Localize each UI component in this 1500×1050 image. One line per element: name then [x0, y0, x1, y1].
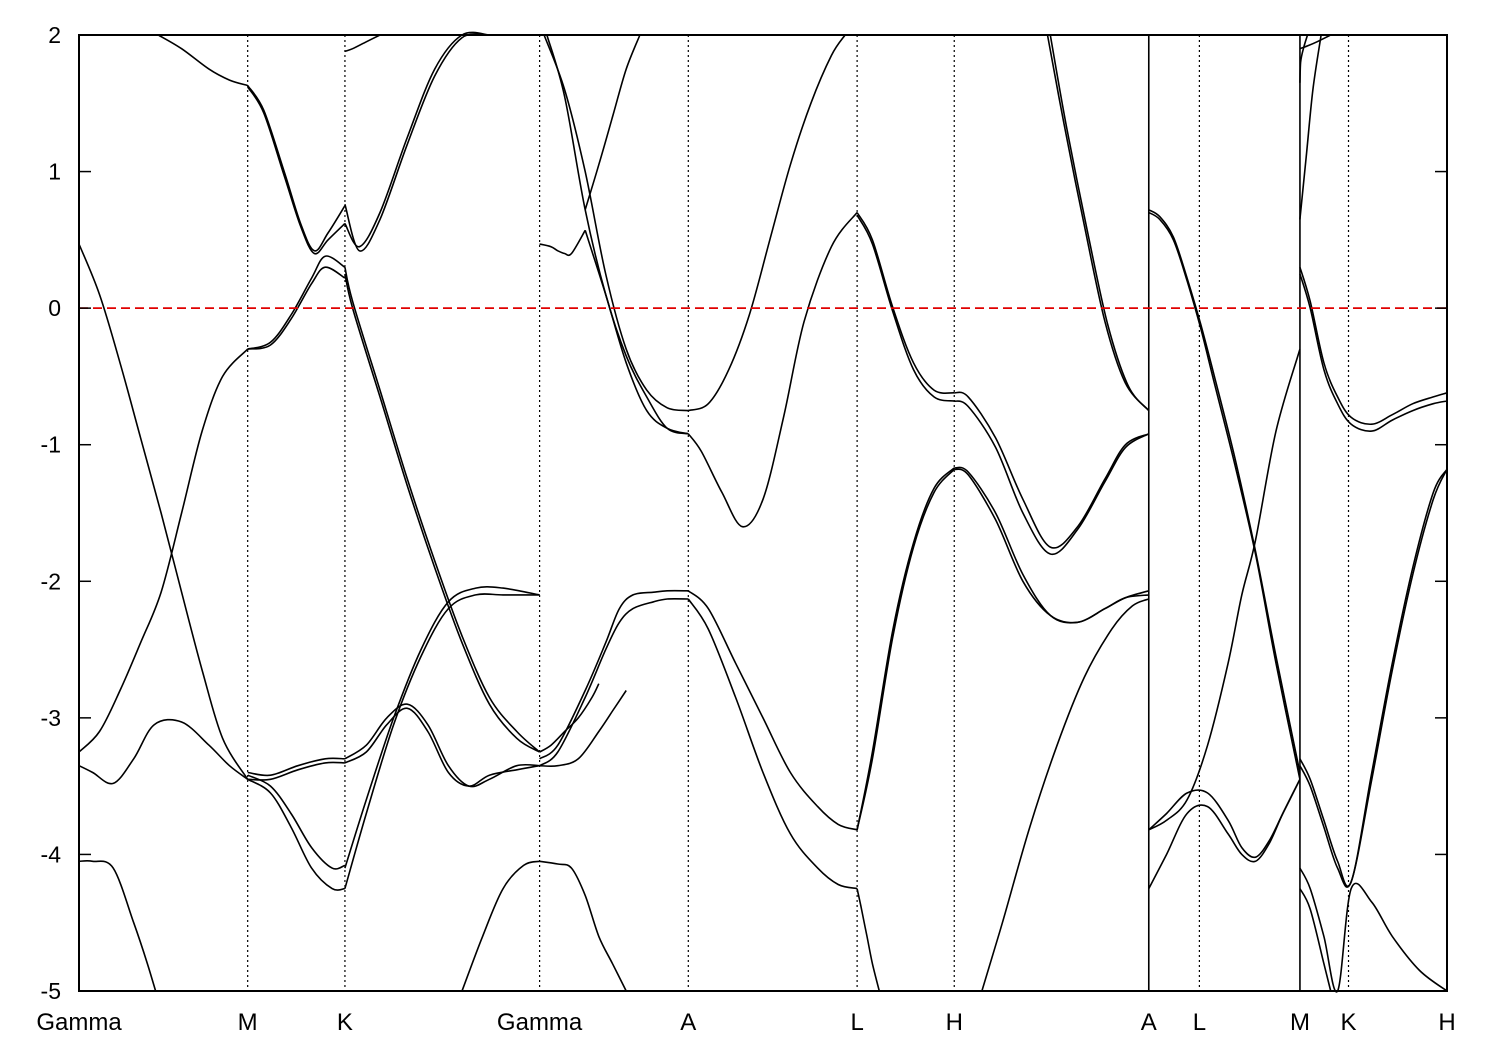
band-line: [344, 707, 540, 787]
y-tick-label: 1: [48, 159, 61, 185]
band-line: [1299, 266, 1448, 426]
band-line: [247, 757, 345, 777]
band-line: [247, 778, 346, 891]
band-line: [539, 229, 586, 257]
band-line: [1299, 468, 1448, 887]
band-line: [953, 400, 1150, 556]
kpoint-label: H: [946, 1009, 963, 1036]
band-line: [247, 761, 345, 781]
y-tick-label: -4: [41, 841, 62, 867]
band-line: [539, 589, 689, 760]
y-tick-label: -1: [41, 432, 61, 458]
plot-frame: [78, 34, 1448, 992]
y-tick-label: -2: [41, 568, 61, 594]
band-line: [344, 585, 540, 869]
band-line: [157, 34, 248, 87]
band-line: [953, 391, 1150, 549]
band-lines: [78, 31, 1448, 993]
band-line: [247, 85, 346, 252]
band-line: [344, 31, 490, 248]
band-line: [1299, 468, 1448, 888]
band-line: [1299, 34, 1322, 220]
kpoint-label: L: [850, 1009, 863, 1036]
kpoint-label: M: [1290, 1009, 1310, 1036]
band-line: [78, 243, 249, 780]
band-line: [1299, 273, 1448, 432]
band-line: [1148, 209, 1301, 773]
band-line: [539, 690, 627, 767]
kpoint-label: A: [1141, 1009, 1157, 1036]
band-line: [344, 273, 541, 753]
band-line: [247, 255, 346, 350]
kpoint-label: K: [337, 1009, 353, 1036]
band-line: [981, 598, 1150, 992]
band-line: [1148, 211, 1301, 780]
band-line: [344, 33, 490, 252]
y-tick-label: -5: [41, 978, 61, 1004]
band-line: [344, 267, 541, 753]
grid-layer: [247, 35, 1350, 991]
kpoint-label: K: [1340, 1009, 1356, 1036]
y-axis-ticks: -5 -4 -3 -2 -1 0 1 2: [41, 22, 1447, 1004]
band-line: [687, 590, 858, 831]
band-line: [1299, 867, 1448, 993]
band-line: [953, 468, 1150, 624]
plot-border: [78, 34, 1448, 992]
band-line: [687, 212, 858, 528]
band-line: [688, 34, 846, 412]
band-line: [461, 860, 540, 992]
band-line: [539, 683, 600, 753]
band-line: [856, 467, 955, 830]
band-line: [1299, 34, 1309, 83]
band-line: [247, 774, 346, 870]
band-line: [543, 34, 689, 412]
band-line: [344, 593, 540, 889]
kpoint-label: A: [680, 1009, 696, 1036]
y-tick-label: 2: [48, 22, 61, 48]
band-line: [1148, 348, 1301, 831]
band-line: [78, 718, 249, 785]
band-line: [539, 598, 689, 767]
band-line: [856, 214, 955, 402]
band-line: [78, 348, 249, 753]
band-line: [78, 859, 157, 992]
band-line: [1049, 34, 1150, 412]
band-line: [1299, 888, 1332, 992]
band-line: [953, 466, 1149, 624]
band-line: [546, 34, 689, 435]
band-line: [1046, 34, 1150, 412]
kpoint-label: H: [1438, 1009, 1455, 1036]
band-line: [856, 468, 955, 830]
band-line: [247, 86, 346, 255]
band-line: [687, 598, 858, 890]
y-tick-label: -3: [41, 705, 61, 731]
x-axis-labels: Gamma M K Gamma A L H A L M K H: [36, 1009, 1455, 1036]
kpoint-label: M: [238, 1009, 258, 1036]
kpoint-label: Gamma: [36, 1009, 122, 1036]
band-line: [247, 266, 346, 350]
band-line: [584, 230, 689, 435]
band-line: [1299, 34, 1332, 50]
band-line: [1148, 778, 1301, 889]
y-tick-label: 0: [48, 295, 61, 321]
band-line: [584, 34, 641, 211]
kpoint-label: Gamma: [497, 1009, 583, 1036]
kpoint-label: L: [1193, 1009, 1206, 1036]
band-line: [344, 34, 381, 53]
band-line: [856, 888, 881, 992]
band-line: [539, 860, 627, 992]
band-line: [856, 212, 955, 394]
